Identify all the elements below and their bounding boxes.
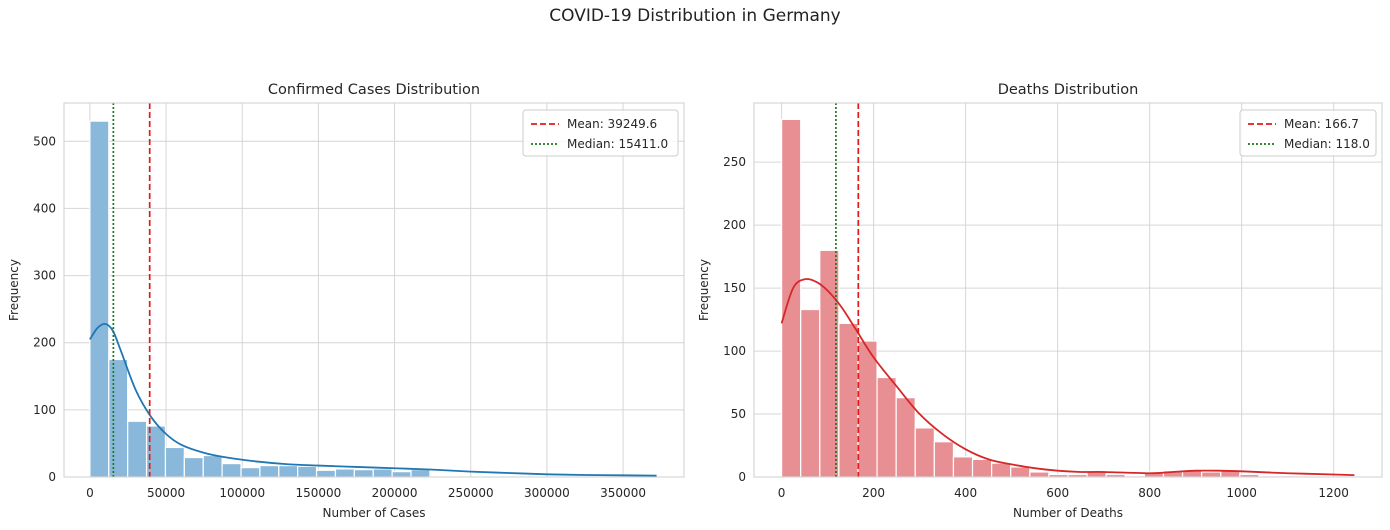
chart1-xtick-label-3: 150000 <box>295 486 341 500</box>
chart1-bar-9 <box>259 464 280 478</box>
chart1-bar-17 <box>410 469 431 478</box>
chart1-xlabel: Number of Cases <box>322 506 425 520</box>
chart2-bar-3 <box>838 322 859 478</box>
chart1-kde-line <box>89 322 657 477</box>
chart1-ytick-label-2: 200 <box>33 336 56 350</box>
chart2-xtick-label-3: 600 <box>1046 486 1069 500</box>
chart2-xlabel: Number of Deaths <box>1013 506 1123 520</box>
chart1-bar-0 <box>89 120 110 478</box>
chart2-ytick-label-3: 150 <box>723 281 746 295</box>
chart1-xtick-label-7: 350000 <box>600 486 646 500</box>
chart1-frame <box>63 102 685 478</box>
chart2-frame <box>753 102 1383 478</box>
chart2-bar-22 <box>1201 471 1222 478</box>
chart1-xtick-label-6: 300000 <box>524 486 570 500</box>
chart1-ytick-label-4: 400 <box>33 201 56 215</box>
chart2-xtick-label-4: 800 <box>1138 486 1161 500</box>
chart2-bar-13 <box>1029 471 1050 478</box>
chart1-bar-16 <box>391 471 412 478</box>
chart2-title: Deaths Distribution <box>998 82 1139 98</box>
chart2-bar-0 <box>781 118 802 478</box>
chart1-bar-11 <box>297 465 318 478</box>
chart1-legend-label-0: Mean: 39249.6 <box>567 117 657 131</box>
chart1-legend <box>522 109 679 157</box>
chart1-bar-6 <box>202 454 223 478</box>
chart2-xtick-label-6: 1200 <box>1318 486 1349 500</box>
chart2-ylabel: Frequency <box>697 259 711 321</box>
chart2-bar-7 <box>914 427 935 478</box>
chart1-bar-3 <box>145 425 167 478</box>
chart1-ylabel: Frequency <box>7 259 21 321</box>
chart2-legend-label-1: Median: 118.0 <box>1284 137 1370 151</box>
chart1-bar-13 <box>334 468 355 478</box>
chart2-xtick-label-5: 1000 <box>1226 486 1257 500</box>
chart1-ytick-label-1: 100 <box>33 403 56 417</box>
chart2-ytick-label-0: 0 <box>738 470 746 484</box>
chart1-bar-4 <box>164 446 185 478</box>
chart2-xtick-label-0: 0 <box>778 486 786 500</box>
chart2-ytick-label-2: 100 <box>723 344 746 358</box>
chart1-ytick-label-5: 500 <box>33 134 56 148</box>
chart1-xtick-label-1: 50000 <box>147 486 185 500</box>
chart1-bar-15 <box>372 468 393 478</box>
chart2-bar-1 <box>800 308 821 478</box>
chart2-bar-9 <box>952 456 974 478</box>
chart2-bar-4 <box>857 340 878 478</box>
chart1-bar-7 <box>221 462 242 478</box>
chart1-bar-1 <box>108 358 129 478</box>
figure-title: COVID-19 Distribution in Germany <box>549 6 841 26</box>
chart1-ytick-label-0: 0 <box>48 470 56 484</box>
chart2-ytick-label-1: 50 <box>731 407 746 421</box>
chart1-bar-12 <box>315 469 337 478</box>
chart1-bar-2 <box>127 420 148 478</box>
chart1-title: Confirmed Cases Distribution <box>268 82 480 98</box>
chart2-bar-11 <box>991 462 1012 478</box>
chart2-bar-12 <box>1010 466 1031 478</box>
chart1-bar-10 <box>278 464 299 478</box>
chart1-xtick-label-0: 0 <box>86 486 94 500</box>
chart1-bar-14 <box>353 469 374 478</box>
chart2-ytick-label-5: 250 <box>723 155 746 169</box>
chart2-ytick-label-4: 200 <box>723 218 746 232</box>
chart1-bar-5 <box>183 456 204 478</box>
chart2-xtick-label-2: 400 <box>954 486 977 500</box>
chart1-xtick-label-2: 100000 <box>219 486 265 500</box>
chart1-ytick-label-3: 300 <box>33 269 56 283</box>
chart1-xtick-label-4: 200000 <box>372 486 418 500</box>
chart2-legend-label-0: Mean: 166.7 <box>1284 117 1359 131</box>
chart1-legend-label-1: Median: 15411.0 <box>567 137 668 151</box>
chart1-xtick-label-5: 250000 <box>448 486 494 500</box>
chart2-bar-8 <box>933 441 955 478</box>
chart1-bar-8 <box>240 466 261 478</box>
chart2-bar-6 <box>895 397 916 478</box>
chart2-bar-10 <box>971 458 993 478</box>
chart2-kde-line <box>780 278 1355 477</box>
chart2-xtick-label-1: 200 <box>862 486 885 500</box>
chart2-bar-5 <box>876 376 897 478</box>
